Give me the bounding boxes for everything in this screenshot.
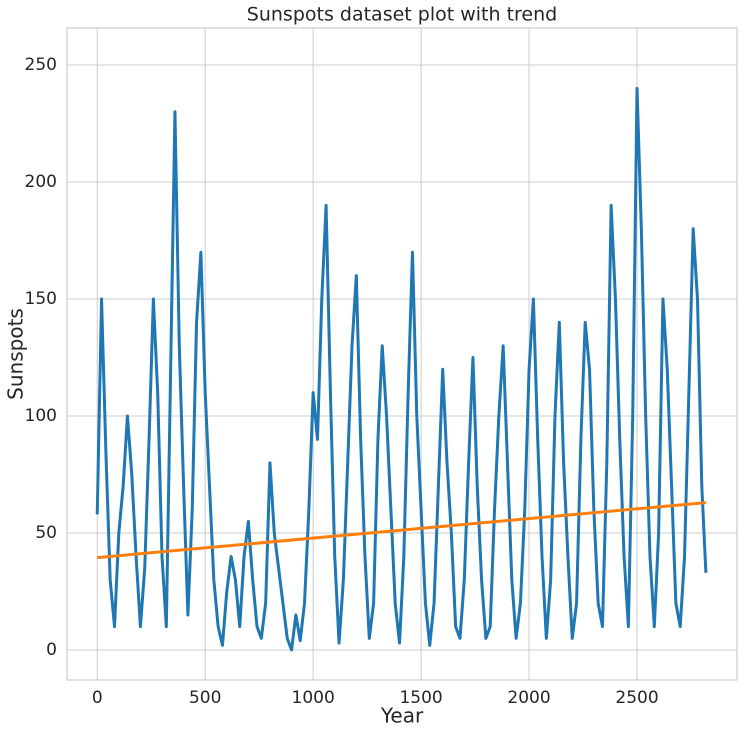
x-tick-label: 2500 [615, 688, 658, 708]
x-tick-label: 0 [92, 688, 103, 708]
y-tick-label: 200 [25, 172, 57, 192]
series-line [95, 86, 708, 652]
x-axis-label: Year [380, 704, 424, 728]
y-tick-label: 100 [25, 406, 57, 426]
x-tick-label: 1000 [292, 688, 335, 708]
x-tick-label: 1500 [399, 688, 442, 708]
y-tick-label: 150 [25, 289, 57, 309]
y-axis-label: Sunspots [4, 308, 28, 400]
y-tick-label: 50 [35, 523, 57, 543]
y-tick-label: 250 [25, 55, 57, 75]
plot-frame [66, 27, 738, 681]
y-tick-label: 0 [46, 640, 57, 660]
x-tick-label: 500 [189, 688, 221, 708]
x-tick-label: 2000 [507, 688, 550, 708]
series-line [97, 501, 707, 560]
chart-title: Sunspots dataset plot with trend [247, 4, 557, 26]
